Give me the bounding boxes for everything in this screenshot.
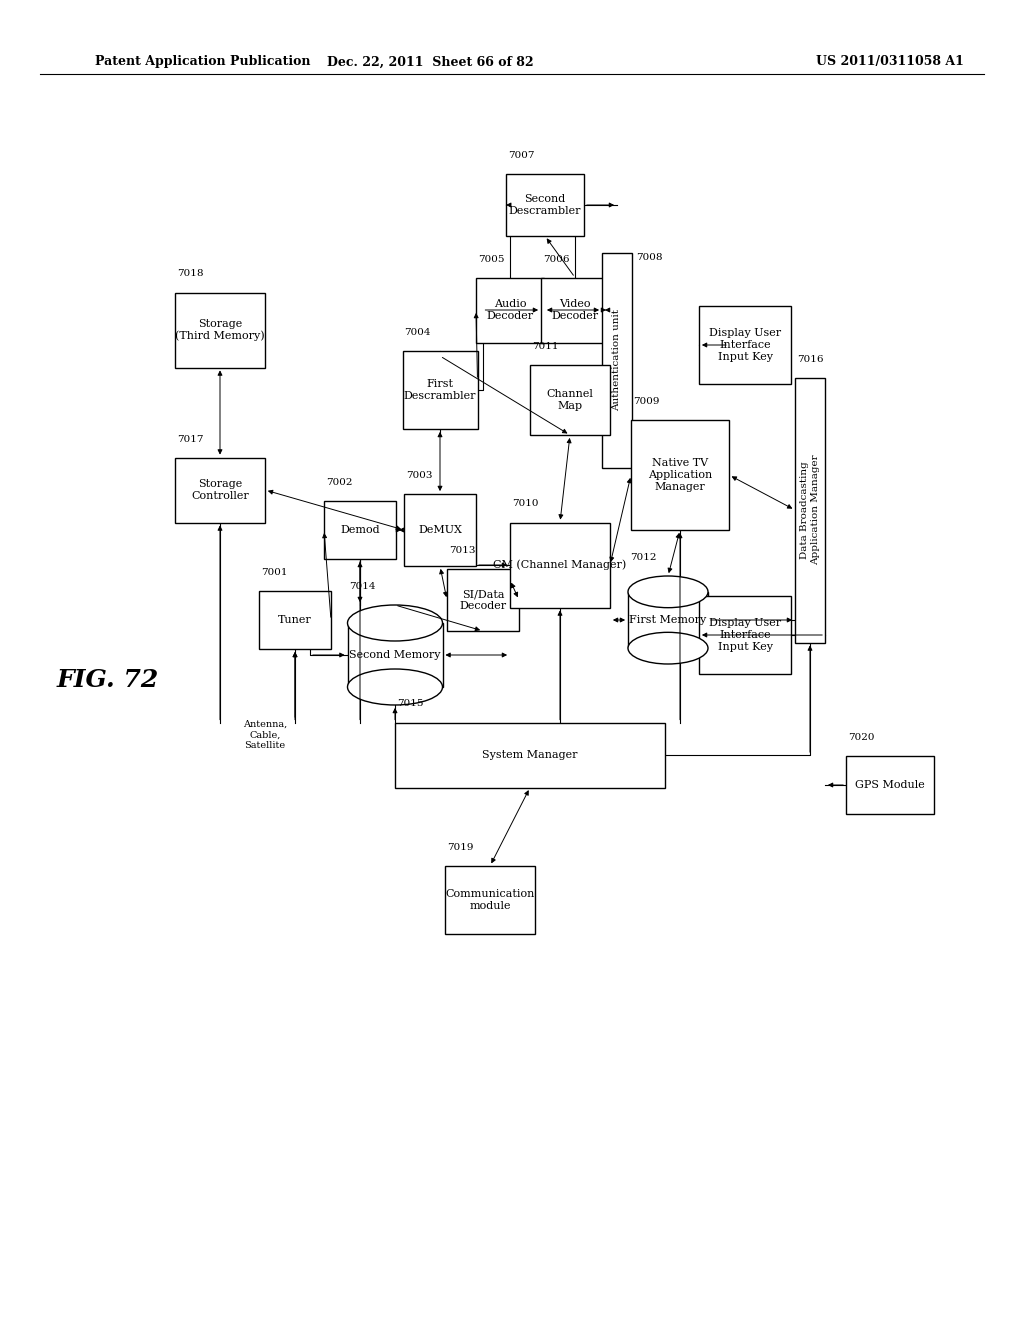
FancyBboxPatch shape (699, 597, 791, 675)
Text: Display User
Interface
Input Key: Display User Interface Input Key (709, 618, 781, 652)
Text: 7001: 7001 (261, 568, 288, 577)
Text: DeMUX: DeMUX (418, 525, 462, 535)
Text: 7020: 7020 (848, 733, 874, 742)
FancyBboxPatch shape (259, 591, 331, 649)
Text: 7013: 7013 (449, 546, 475, 554)
Ellipse shape (347, 605, 442, 642)
FancyBboxPatch shape (795, 378, 825, 643)
Text: FIG. 72: FIG. 72 (57, 668, 159, 692)
FancyBboxPatch shape (402, 351, 477, 429)
Text: Second Memory: Second Memory (349, 649, 440, 660)
FancyBboxPatch shape (447, 569, 519, 631)
Text: Dec. 22, 2011  Sheet 66 of 82: Dec. 22, 2011 Sheet 66 of 82 (327, 55, 534, 69)
Text: Second
Descrambler: Second Descrambler (509, 194, 582, 215)
Text: Data Broadcasting
Application Manager: Data Broadcasting Application Manager (801, 454, 819, 565)
Text: 7016: 7016 (797, 355, 823, 363)
Text: First Memory: First Memory (630, 615, 707, 624)
FancyBboxPatch shape (541, 277, 609, 342)
Text: 7004: 7004 (404, 327, 431, 337)
Text: 7009: 7009 (633, 397, 659, 407)
Text: Display User
Interface
Input Key: Display User Interface Input Key (709, 329, 781, 362)
Text: First
Descrambler: First Descrambler (403, 379, 476, 401)
FancyBboxPatch shape (510, 523, 610, 607)
FancyBboxPatch shape (395, 722, 665, 788)
Text: 7014: 7014 (349, 582, 376, 591)
Text: Storage
Controller: Storage Controller (191, 479, 249, 500)
Text: 7019: 7019 (447, 843, 473, 851)
Text: 7018: 7018 (177, 269, 204, 279)
Text: Native TV
Application
Manager: Native TV Application Manager (648, 458, 712, 491)
Ellipse shape (628, 576, 708, 607)
FancyBboxPatch shape (175, 293, 265, 367)
FancyBboxPatch shape (404, 494, 476, 566)
Text: CM (Channel Manager): CM (Channel Manager) (494, 560, 627, 570)
Text: SI/Data
Decoder: SI/Data Decoder (460, 589, 507, 611)
Text: Tuner: Tuner (279, 615, 312, 624)
Text: Antenna,
Cable,
Satellite: Antenna, Cable, Satellite (243, 719, 287, 750)
Text: GPS Module: GPS Module (855, 780, 925, 789)
Text: Storage
(Third Memory): Storage (Third Memory) (175, 319, 265, 341)
FancyBboxPatch shape (506, 174, 584, 236)
Ellipse shape (347, 669, 442, 705)
FancyBboxPatch shape (699, 306, 791, 384)
Polygon shape (628, 591, 708, 648)
Text: 7007: 7007 (508, 150, 535, 160)
FancyBboxPatch shape (602, 252, 632, 467)
Text: 7010: 7010 (512, 499, 539, 508)
Polygon shape (347, 623, 442, 686)
Text: System Manager: System Manager (482, 750, 578, 760)
Text: 7005: 7005 (478, 255, 505, 264)
FancyBboxPatch shape (631, 420, 729, 531)
FancyBboxPatch shape (175, 458, 265, 523)
FancyBboxPatch shape (530, 366, 610, 436)
Ellipse shape (628, 632, 708, 664)
Text: Communication
module: Communication module (445, 890, 535, 911)
FancyBboxPatch shape (324, 502, 396, 558)
Text: Patent Application Publication: Patent Application Publication (95, 55, 310, 69)
Text: Demod: Demod (340, 525, 380, 535)
Text: 7008: 7008 (636, 253, 663, 263)
FancyBboxPatch shape (445, 866, 535, 935)
Text: Video
Decoder: Video Decoder (552, 300, 599, 321)
Text: US 2011/0311058 A1: US 2011/0311058 A1 (816, 55, 964, 69)
FancyBboxPatch shape (846, 756, 934, 814)
Text: Channel
Map: Channel Map (547, 389, 594, 411)
Text: Audio
Decoder: Audio Decoder (486, 300, 534, 321)
Text: 7015: 7015 (397, 700, 424, 709)
Text: Authentication unit: Authentication unit (612, 309, 622, 411)
Text: 7003: 7003 (406, 471, 432, 480)
Text: 7017: 7017 (177, 434, 204, 444)
FancyBboxPatch shape (476, 277, 544, 342)
Text: 7002: 7002 (326, 478, 352, 487)
Text: 7012: 7012 (630, 553, 656, 562)
Text: 7006: 7006 (543, 255, 569, 264)
Text: 7011: 7011 (532, 342, 558, 351)
